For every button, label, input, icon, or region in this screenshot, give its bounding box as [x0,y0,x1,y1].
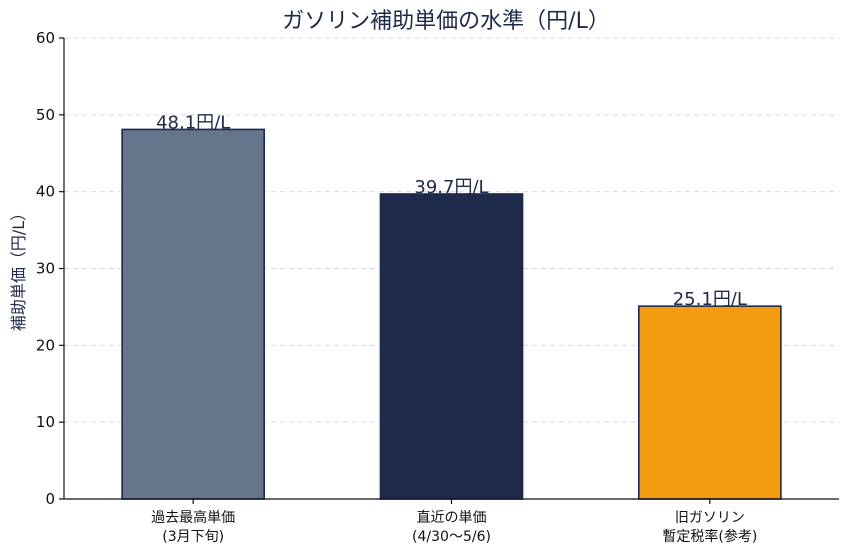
x-tick-label: (3月下旬) [162,529,224,545]
y-axis-label: 補助単価（円/L） [9,205,28,331]
y-tick-label: 30 [36,260,55,278]
x-tick-label: 旧ガソリン [675,510,745,526]
y-tick-label: 0 [45,490,55,508]
bar-2 [379,193,524,500]
axes [59,37,839,504]
x-tick-label: 過去最高単価 [151,509,235,526]
y-tick-label: 50 [36,106,55,124]
y-tick-label: 10 [36,413,55,431]
bar-value-label: 25.1円/L [673,289,747,310]
bar-1 [121,128,266,500]
x-tick-label: (4/30〜5/6) [412,529,491,545]
y-tick-label: 60 [36,29,55,47]
bar-value-label: 48.1円/L [156,112,230,133]
bar-value-label: 39.7円/L [414,177,488,198]
x-tick-label: 直近の単価 [417,509,487,526]
labels: 0 10 20 30 40 50 60 48.1円/L 過去最高単価 (3月下旬) 39.7円/L 直… [36,29,757,545]
chart-title: ガソリン補助単価の水準（円/L） [282,9,610,34]
bar-3 [637,305,782,500]
x-tick-label: 暫定税率(参考) [662,528,757,545]
y-tick-label: 40 [36,183,55,201]
y-tick-label: 20 [36,336,55,354]
